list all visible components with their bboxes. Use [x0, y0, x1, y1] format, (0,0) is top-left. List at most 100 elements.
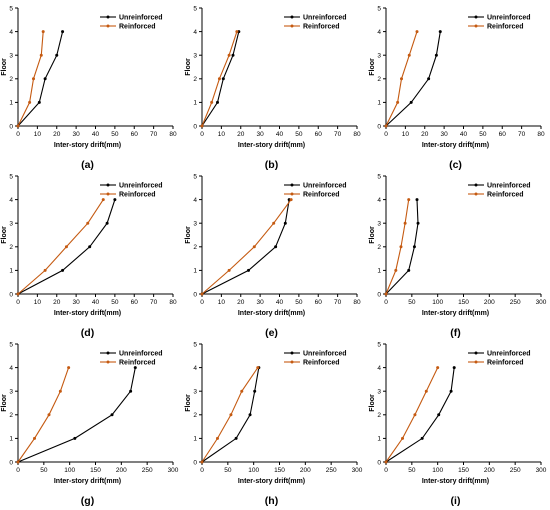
legend-entry-reinforced: Reinforced — [487, 359, 524, 366]
x-tick-label: 0 — [200, 131, 204, 138]
y-tick-label: 3 — [9, 221, 13, 228]
panel-label: (d) — [81, 327, 94, 339]
x-tick-label: 30 — [73, 131, 81, 138]
x-tick-label: 20 — [421, 131, 429, 138]
x-tick-label: 50 — [479, 131, 487, 138]
data-point-unreinforced — [88, 245, 92, 249]
panel-label: (i) — [451, 495, 461, 507]
data-point-reinforced — [396, 100, 400, 104]
y-tick-label: 0 — [193, 291, 197, 298]
x-tick-label: 10 — [34, 299, 42, 306]
y-tick-label: 4 — [193, 365, 197, 372]
data-point-reinforced — [216, 436, 219, 440]
series-line-reinforced — [385, 199, 410, 295]
x-tick-label: 100 — [432, 299, 443, 306]
data-point-reinforced — [39, 53, 43, 57]
data-point-unreinforced — [253, 389, 257, 393]
x-axis-title: Inter-story drift(mm) — [422, 142, 489, 149]
data-point-reinforced — [384, 292, 388, 296]
x-tick-label: 100 — [248, 467, 259, 474]
y-tick-label: 3 — [9, 53, 13, 60]
data-point-reinforced — [43, 268, 47, 272]
legend-entry-unreinforced: Unreinforced — [303, 350, 347, 357]
data-point-reinforced — [200, 460, 204, 464]
y-tick-label: 3 — [377, 221, 381, 228]
legend-entry-reinforced: Reinforced — [487, 23, 524, 30]
panel-label: (a) — [81, 159, 94, 171]
x-axis-title: Inter-story drift(mm) — [238, 478, 305, 485]
x-tick-label: 10 — [218, 131, 226, 138]
y-axis-title: Floor — [1, 58, 8, 76]
x-axis-title: Inter-story drift(mm) — [238, 142, 305, 149]
x-tick-label: 200 — [484, 467, 495, 474]
legend-swatch-marker — [290, 360, 294, 364]
x-tick-label: 50 — [408, 467, 416, 474]
y-tick-label: 1 — [193, 100, 197, 107]
y-tick-label: 4 — [9, 197, 13, 204]
legend-swatch-marker — [290, 192, 294, 196]
x-tick-label: 300 — [536, 467, 547, 474]
data-point-reinforced — [217, 77, 221, 81]
y-tick-label: 1 — [377, 100, 381, 107]
data-point-reinforced — [413, 413, 417, 417]
legend-entry-reinforced: Reinforced — [119, 359, 156, 366]
y-tick-label: 4 — [193, 29, 197, 36]
data-point-reinforced — [32, 77, 35, 81]
data-point-unreinforced — [231, 53, 235, 57]
y-tick-label: 2 — [377, 244, 381, 251]
chart-panel-h: 0 50 100 150 200 250 300 0 1 2 3 4 5 Inter-story drif… — [185, 341, 363, 507]
data-point-reinforced — [384, 124, 388, 128]
x-tick-label: 200 — [484, 299, 495, 306]
y-tick-label: 1 — [9, 100, 13, 107]
y-tick-label: 3 — [377, 389, 381, 396]
x-tick-label: 40 — [92, 131, 100, 138]
x-axis-title: Inter-story drift(mm) — [238, 310, 305, 317]
x-tick-label: 0 — [16, 299, 20, 306]
data-point-unreinforced — [438, 30, 442, 34]
data-point-reinforced — [289, 198, 293, 202]
data-point-unreinforced — [37, 100, 41, 104]
y-tick-label: 2 — [9, 76, 13, 83]
x-tick-label: 10 — [218, 299, 226, 306]
x-tick-label: 60 — [499, 131, 507, 138]
x-tick-label: 50 — [408, 299, 416, 306]
legend-swatch-marker — [474, 15, 478, 19]
x-tick-label: 300 — [168, 467, 179, 474]
y-axis-title: Floor — [369, 394, 376, 412]
y-tick-label: 2 — [193, 244, 197, 251]
y-axis-title: Floor — [1, 394, 8, 412]
y-tick-label: 4 — [377, 29, 381, 36]
y-tick-label: 5 — [377, 341, 381, 348]
y-tick-label: 0 — [9, 291, 13, 298]
x-tick-label: 0 — [16, 131, 20, 138]
data-point-unreinforced — [247, 268, 250, 272]
x-tick-label: 0 — [200, 467, 204, 474]
y-tick-label: 4 — [377, 365, 381, 372]
y-tick-label: 0 — [377, 291, 381, 298]
data-point-reinforced — [47, 413, 51, 417]
data-point-reinforced — [399, 245, 403, 249]
x-tick-label: 50 — [111, 131, 119, 138]
data-point-unreinforced — [416, 221, 420, 225]
data-point-reinforced — [101, 198, 105, 202]
y-tick-label: 0 — [193, 123, 197, 130]
x-tick-label: 10 — [34, 131, 42, 138]
data-point-reinforced — [41, 30, 45, 34]
data-point-unreinforced — [105, 221, 109, 225]
legend-swatch-marker — [106, 24, 110, 28]
y-tick-label: 1 — [377, 268, 381, 275]
data-point-unreinforced — [133, 366, 137, 370]
x-tick-label: 0 — [384, 299, 388, 306]
x-tick-label: 150 — [90, 467, 101, 474]
data-point-reinforced — [407, 53, 411, 57]
x-tick-label: 40 — [276, 299, 284, 306]
legend-swatch-marker — [290, 183, 294, 187]
data-point-unreinforced — [110, 413, 114, 417]
data-point-unreinforced — [216, 100, 219, 104]
x-tick-label: 80 — [537, 131, 545, 138]
y-tick-label: 3 — [377, 53, 381, 60]
x-tick-label: 0 — [16, 467, 20, 474]
legend-swatch-marker — [106, 192, 110, 196]
chart-panel-a: 0 10 20 30 40 50 60 70 80 0 1 2 3 4 5 Inter-story drift… — [1, 5, 177, 171]
